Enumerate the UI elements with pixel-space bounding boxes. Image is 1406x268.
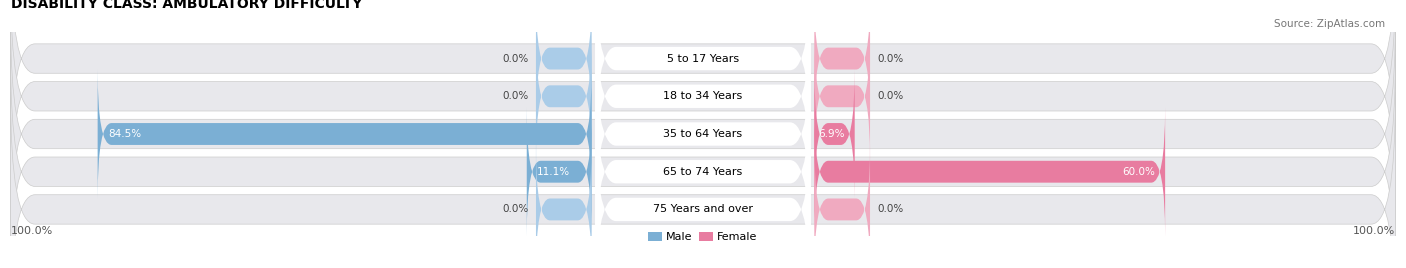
FancyBboxPatch shape [97,69,592,199]
Text: 65 to 74 Years: 65 to 74 Years [664,167,742,177]
FancyBboxPatch shape [814,32,870,161]
Text: 0.0%: 0.0% [877,54,903,64]
FancyBboxPatch shape [10,0,1396,214]
FancyBboxPatch shape [595,70,811,268]
Text: 0.0%: 0.0% [503,204,529,214]
Text: 100.0%: 100.0% [10,226,53,236]
FancyBboxPatch shape [536,0,592,123]
Text: DISABILITY CLASS: AMBULATORY DIFFICULTY: DISABILITY CLASS: AMBULATORY DIFFICULTY [10,0,361,12]
FancyBboxPatch shape [536,145,592,268]
FancyBboxPatch shape [595,0,811,198]
FancyBboxPatch shape [814,69,855,199]
FancyBboxPatch shape [814,0,870,123]
Legend: Male, Female: Male, Female [644,227,762,247]
Text: 5 to 17 Years: 5 to 17 Years [666,54,740,64]
Text: 0.0%: 0.0% [503,91,529,101]
Text: 100.0%: 100.0% [1353,226,1396,236]
Text: 75 Years and over: 75 Years and over [652,204,754,214]
FancyBboxPatch shape [595,32,811,236]
FancyBboxPatch shape [10,17,1396,251]
FancyBboxPatch shape [10,0,1396,176]
FancyBboxPatch shape [595,108,811,268]
Text: 0.0%: 0.0% [503,54,529,64]
Text: 0.0%: 0.0% [877,204,903,214]
FancyBboxPatch shape [527,107,592,236]
FancyBboxPatch shape [814,145,870,268]
FancyBboxPatch shape [814,107,1166,236]
Text: 0.0%: 0.0% [877,91,903,101]
FancyBboxPatch shape [10,54,1396,268]
FancyBboxPatch shape [536,32,592,161]
Text: 60.0%: 60.0% [1122,167,1154,177]
Text: 35 to 64 Years: 35 to 64 Years [664,129,742,139]
Text: Source: ZipAtlas.com: Source: ZipAtlas.com [1274,19,1385,29]
Text: 6.9%: 6.9% [818,129,844,139]
FancyBboxPatch shape [595,0,811,160]
FancyBboxPatch shape [10,92,1396,268]
Text: 84.5%: 84.5% [108,129,141,139]
Text: 11.1%: 11.1% [537,167,571,177]
Text: 18 to 34 Years: 18 to 34 Years [664,91,742,101]
